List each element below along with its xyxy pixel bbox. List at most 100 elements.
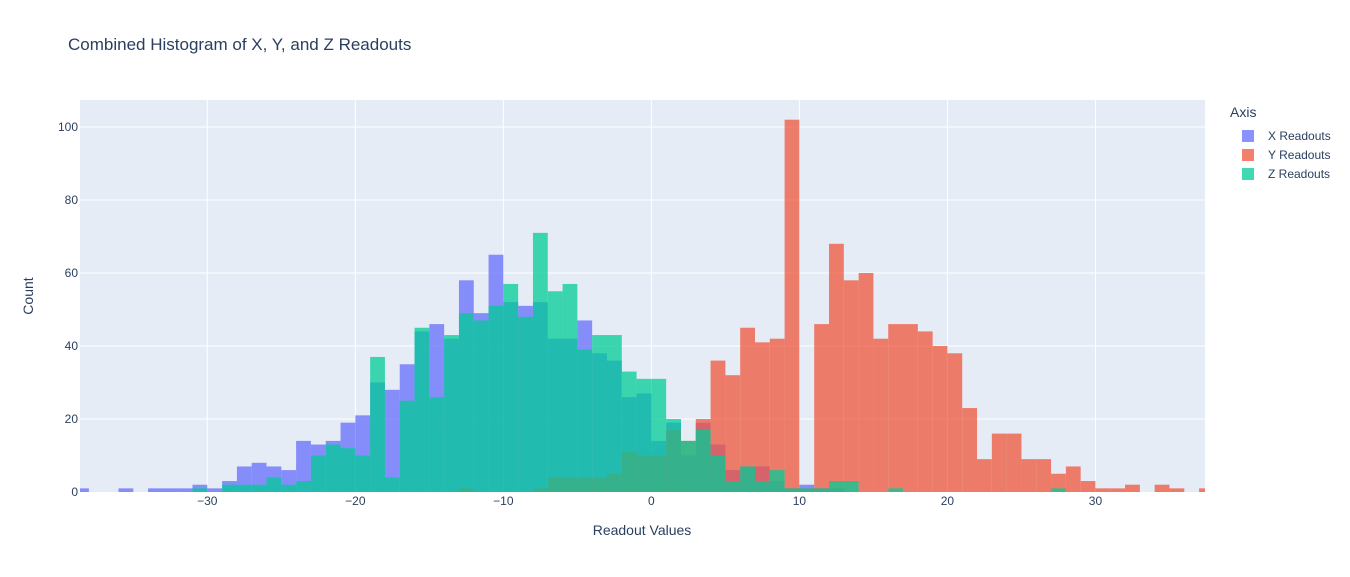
bar-z-readouts: [710, 455, 726, 492]
bar-z-readouts: [251, 484, 267, 492]
bar-z-readouts: [266, 477, 282, 492]
bar-z-readouts: [414, 327, 430, 492]
bar-y-readouts: [1154, 484, 1170, 492]
bar-z-readouts: [680, 440, 696, 492]
bar-z-readouts: [1051, 488, 1066, 492]
x-tick-label: −20: [345, 494, 366, 508]
bar-y-readouts: [932, 346, 948, 492]
bar-y-readouts: [784, 119, 800, 492]
bar-x-readouts: [148, 488, 163, 492]
series-z-readouts: [192, 232, 1066, 492]
legend-item-x-readouts[interactable]: X Readouts: [1230, 126, 1331, 145]
bar-x-readouts: [80, 488, 89, 492]
bar-y-readouts: [769, 338, 785, 492]
legend-label-y: Y Readouts: [1268, 147, 1331, 162]
bar-y-readouts: [1036, 459, 1052, 492]
legend: Axis X Readouts Y Readouts Z Readouts: [1230, 104, 1331, 183]
bar-x-readouts: [207, 488, 223, 492]
bar-y-readouts: [1095, 488, 1111, 492]
bar-y-readouts: [991, 433, 1007, 492]
bar-y-readouts: [725, 375, 741, 492]
x-axis-title: Readout Values: [593, 522, 692, 538]
y-tick-label: 40: [65, 339, 79, 353]
bar-z-readouts: [281, 484, 297, 492]
bars-layer: [80, 119, 1205, 492]
bar-y-readouts: [962, 408, 978, 492]
x-tick-label: 0: [648, 494, 655, 508]
bar-y-readouts: [740, 327, 755, 492]
x-tick-label: 10: [793, 494, 807, 508]
bar-z-readouts: [592, 335, 607, 492]
bar-z-readouts: [384, 477, 400, 492]
bar-z-readouts: [606, 335, 622, 492]
y-tick-label: 20: [65, 412, 79, 426]
bar-z-readouts: [503, 283, 519, 492]
bar-y-readouts: [858, 273, 874, 492]
bar-y-readouts: [1199, 488, 1205, 492]
bar-z-readouts: [769, 470, 785, 492]
x-tick-label: 30: [1089, 494, 1103, 508]
bar-z-readouts: [651, 378, 667, 492]
bar-z-readouts: [621, 371, 637, 492]
bar-y-readouts: [903, 324, 918, 492]
bar-z-readouts: [296, 481, 311, 492]
bar-z-readouts: [577, 349, 593, 492]
legend-swatch-z: [1242, 167, 1254, 180]
y-tick-label: 60: [65, 266, 79, 280]
legend-label-x: X Readouts: [1268, 128, 1331, 143]
bar-z-readouts: [444, 335, 459, 492]
bar-y-readouts: [873, 338, 889, 492]
bar-z-readouts: [740, 466, 755, 492]
bar-z-readouts: [222, 484, 237, 492]
bar-z-readouts: [547, 291, 563, 492]
bar-x-readouts: [162, 488, 178, 492]
legend-item-y-readouts[interactable]: Y Readouts: [1230, 145, 1331, 164]
legend-item-z-readouts[interactable]: Z Readouts: [1230, 164, 1331, 183]
bar-z-readouts: [518, 316, 533, 492]
bar-z-readouts: [473, 320, 489, 492]
bar-y-readouts: [843, 280, 859, 492]
bar-z-readouts: [829, 481, 844, 492]
bar-z-readouts: [695, 429, 711, 492]
bar-y-readouts: [1169, 488, 1185, 492]
bar-y-readouts: [814, 324, 830, 492]
legend-swatch-y: [1242, 148, 1254, 161]
bar-y-readouts: [1006, 433, 1022, 492]
bar-z-readouts: [636, 378, 652, 492]
bar-z-readouts: [799, 488, 815, 492]
bar-z-readouts: [355, 455, 371, 492]
bar-y-readouts: [1051, 473, 1066, 492]
bar-z-readouts: [666, 419, 681, 492]
bar-z-readouts: [370, 356, 385, 492]
x-tick-label: 20: [941, 494, 955, 508]
y-axis-title: Count: [20, 277, 36, 314]
bar-y-readouts: [1021, 459, 1037, 492]
bar-z-readouts: [310, 455, 326, 492]
bar-y-readouts: [947, 353, 963, 492]
bar-z-readouts: [843, 481, 859, 492]
chart-title: Combined Histogram of X, Y, and Z Readou…: [68, 35, 411, 54]
x-tick-label: −30: [197, 494, 218, 508]
bar-z-readouts: [784, 488, 800, 492]
bar-x-readouts: [384, 389, 400, 492]
bar-z-readouts: [725, 481, 741, 492]
legend-swatch-x: [1242, 129, 1254, 142]
bar-x-readouts: [296, 440, 311, 492]
bar-z-readouts: [340, 448, 356, 492]
bar-y-readouts: [755, 342, 770, 492]
bar-z-readouts: [429, 397, 445, 492]
x-tick-label: −10: [493, 494, 514, 508]
bar-z-readouts: [192, 488, 208, 492]
y-tick-label: 0: [71, 485, 78, 499]
bar-y-readouts: [829, 243, 844, 492]
legend-label-z: Z Readouts: [1268, 166, 1331, 181]
bar-z-readouts: [458, 313, 474, 492]
bar-z-readouts: [562, 283, 578, 492]
y-tick-label: 80: [65, 193, 79, 207]
bar-y-readouts: [888, 324, 904, 492]
bar-x-readouts: [118, 488, 134, 492]
legend-title: Axis: [1230, 104, 1257, 120]
bar-z-readouts: [532, 232, 548, 492]
bar-z-readouts: [888, 488, 904, 492]
